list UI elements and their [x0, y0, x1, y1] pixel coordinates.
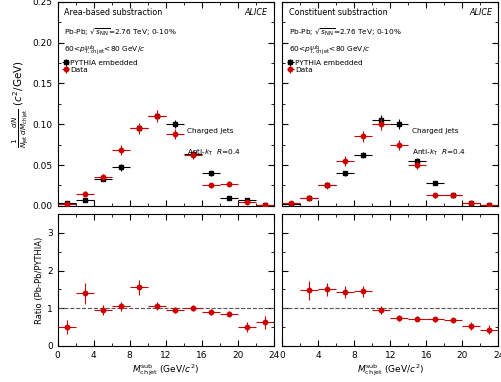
Text: Area-based substraction: Area-based substraction: [64, 8, 162, 17]
Text: Charged jets: Charged jets: [187, 128, 234, 134]
Text: Pb-Pb; $\sqrt{s_{\rm NN}}$=2.76 TeV; 0-10%: Pb-Pb; $\sqrt{s_{\rm NN}}$=2.76 TeV; 0-1…: [64, 26, 177, 38]
Text: 60<$p_{\rm T,ch\,jet}^{\rm sub}$<80 GeV/$c$: 60<$p_{\rm T,ch\,jet}^{\rm sub}$<80 GeV/…: [289, 44, 370, 58]
X-axis label: $M_{\rm ch\,jet}^{\rm sub}$ (GeV/$c^2$): $M_{\rm ch\,jet}^{\rm sub}$ (GeV/$c^2$): [357, 363, 424, 378]
Y-axis label: Ratio (Pb-Pb/PYTHIA): Ratio (Pb-Pb/PYTHIA): [35, 236, 44, 324]
Text: Constituent substraction: Constituent substraction: [289, 8, 387, 17]
Legend: PYTHIA embedded, Data: PYTHIA embedded, Data: [288, 60, 362, 73]
Text: ALICE: ALICE: [244, 8, 267, 17]
Legend: PYTHIA embedded, Data: PYTHIA embedded, Data: [64, 60, 138, 73]
Y-axis label: $\frac{1}{N_{\rm jet}} \frac{dN}{dM_{\rm ch\,jet}}$ ($c^2$/GeV): $\frac{1}{N_{\rm jet}} \frac{dN}{dM_{\rm…: [11, 60, 31, 148]
Text: Anti-$k_{\rm T}$  $R$=0.4: Anti-$k_{\rm T}$ $R$=0.4: [187, 148, 241, 158]
Text: Anti-$k_{\rm T}$  $R$=0.4: Anti-$k_{\rm T}$ $R$=0.4: [412, 148, 466, 158]
Text: 60<$p_{\rm T,ch\,jet}^{\rm sub}$<80 GeV/$c$: 60<$p_{\rm T,ch\,jet}^{\rm sub}$<80 GeV/…: [64, 44, 146, 58]
Text: Pb-Pb; $\sqrt{s_{\rm NN}}$=2.76 TeV; 0-10%: Pb-Pb; $\sqrt{s_{\rm NN}}$=2.76 TeV; 0-1…: [289, 26, 401, 38]
X-axis label: $M_{\rm ch\,jet}^{\rm sub}$ (GeV/$c^2$): $M_{\rm ch\,jet}^{\rm sub}$ (GeV/$c^2$): [132, 363, 199, 378]
Text: Charged jets: Charged jets: [412, 128, 458, 134]
Text: ALICE: ALICE: [469, 8, 492, 17]
